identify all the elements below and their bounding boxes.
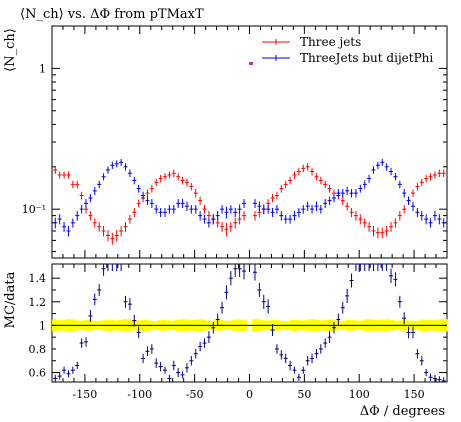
chart-title: ⟨N_ch⟩ vs. ΔΦ from pTMaxT [20, 7, 204, 22]
legend-label-three-jets: Three jets [300, 35, 361, 49]
x-tick-label: -100 [127, 388, 152, 401]
x-tick-label: 50 [297, 388, 311, 401]
legend-label-threejets-dijetphi: ThreeJets but dijetPhi [300, 51, 433, 65]
top-y-tick-label: 1 [39, 62, 46, 75]
legend: Three jets ThreeJets but dijetPhi [249, 35, 433, 65]
ratio-y-ticks: 0.6 0.8 1 1.2 1.4 [29, 272, 447, 380]
top-y-tick-label: 10⁻¹ [22, 203, 46, 216]
ratio-data-series [53, 263, 446, 382]
ratio-y-tick-label: 1.2 [29, 296, 47, 309]
x-tick-label: 100 [349, 388, 370, 401]
ratio-y-tick-label: 1 [39, 319, 46, 332]
x-tick-label: 150 [404, 388, 425, 401]
top-y-ticks: 10⁻¹ 1 [22, 25, 447, 253]
legend-entry-threejets-dijetphi: ThreeJets but dijetPhi [262, 51, 433, 65]
ratio-x-ticks: -150 -100 -50 0 50 100 150 [62, 264, 437, 401]
ratio-y-tick-label: 0.8 [29, 343, 47, 356]
top-panel: ⟨N_ch⟩ vs. ΔΦ from pTMaxT ⟨N_ch⟩ 10⁻¹ 1 T… [3, 7, 448, 259]
ratio-y-tick-label: 0.6 [29, 367, 47, 380]
top-y-axis-label: ⟨N_ch⟩ [3, 28, 18, 72]
x-axis-label: ΔΦ / degrees [360, 404, 445, 419]
legend-entry-three-jets: Three jets [262, 35, 361, 49]
ratio-y-axis-label: MC/data [3, 271, 18, 328]
x-tick-label: -150 [73, 388, 98, 401]
top-data-series [53, 159, 446, 245]
ratio-y-tick-label: 1.4 [29, 272, 47, 285]
legend-marker [249, 62, 253, 65]
series-three-jets [53, 163, 446, 245]
ratio-panel: 0.6 0.8 1 1.2 1.4 -150 -100 -50 0 50 100 150 MC/da… [3, 263, 448, 419]
x-tick-label: -50 [186, 388, 204, 401]
series-threejets-dijetphi [53, 159, 446, 237]
top-x-ticks [62, 26, 437, 258]
x-tick-label: 0 [246, 388, 253, 401]
